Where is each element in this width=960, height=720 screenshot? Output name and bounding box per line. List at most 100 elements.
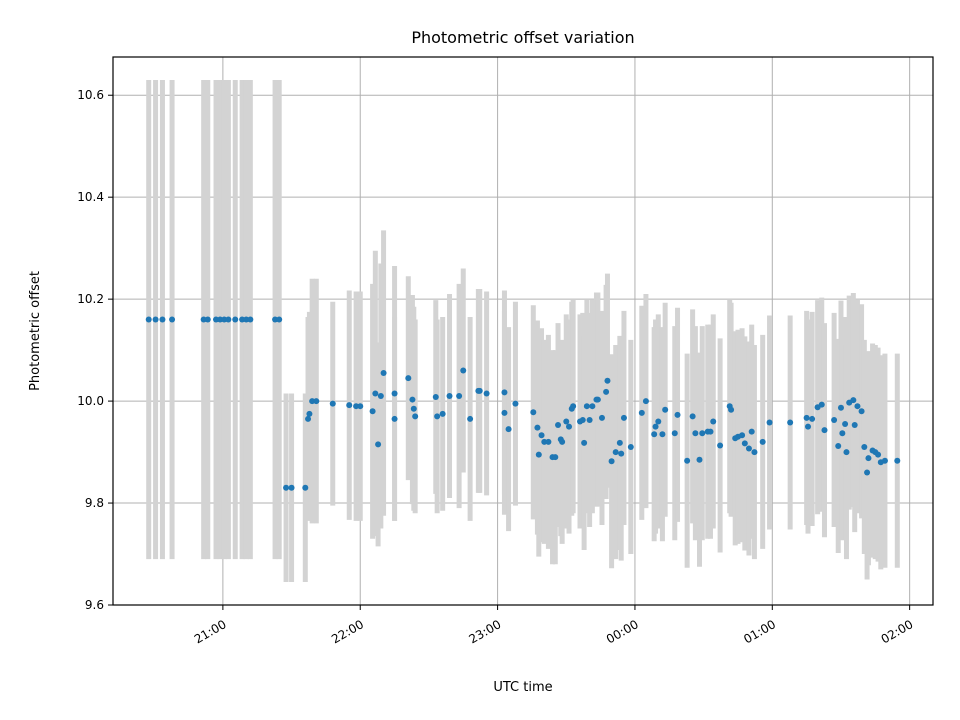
data-point xyxy=(313,398,320,405)
data-point xyxy=(217,316,224,323)
data-point xyxy=(555,422,562,429)
data-point xyxy=(766,419,773,426)
data-point xyxy=(530,409,537,416)
data-point xyxy=(476,387,483,394)
data-point xyxy=(410,405,417,412)
data-point xyxy=(589,403,596,410)
data-point xyxy=(391,390,398,397)
data-point xyxy=(864,469,871,476)
data-point xyxy=(603,388,610,395)
data-point xyxy=(671,430,678,437)
y-tick-label: 10.2 xyxy=(77,292,104,306)
data-point xyxy=(759,438,766,445)
data-point xyxy=(689,413,696,420)
data-point xyxy=(409,396,416,403)
data-point xyxy=(372,390,379,397)
data-point xyxy=(837,404,844,411)
data-point xyxy=(881,457,888,464)
data-point xyxy=(851,422,858,429)
data-point xyxy=(696,456,703,463)
data-point xyxy=(741,440,748,447)
data-point xyxy=(346,402,353,409)
axes-frame xyxy=(112,56,934,606)
data-point xyxy=(717,442,724,449)
data-point xyxy=(501,389,508,396)
data-point xyxy=(818,401,825,408)
data-point xyxy=(707,428,714,435)
data-point xyxy=(309,398,316,405)
data-point xyxy=(875,451,882,458)
data-point xyxy=(616,439,623,446)
data-point xyxy=(655,418,662,425)
data-point xyxy=(748,428,755,435)
data-point xyxy=(559,438,566,445)
data-point xyxy=(545,438,552,445)
data-point xyxy=(501,409,508,416)
data-point xyxy=(787,419,794,426)
y-tick-label: 9.8 xyxy=(85,496,104,510)
data-point xyxy=(583,403,590,410)
data-point xyxy=(305,415,312,422)
data-point xyxy=(232,316,239,323)
data-point xyxy=(272,316,279,323)
data-point xyxy=(221,316,228,323)
data-point xyxy=(809,415,816,422)
data-point xyxy=(152,316,159,323)
data-point xyxy=(377,392,384,399)
data-point xyxy=(586,416,593,423)
data-point xyxy=(412,413,419,420)
data-point xyxy=(239,316,246,323)
data-point xyxy=(608,458,615,465)
data-point xyxy=(854,403,861,410)
data-point xyxy=(552,454,559,461)
data-point xyxy=(169,316,176,323)
x-axis-label: UTC time xyxy=(493,680,552,695)
data-point xyxy=(432,394,439,401)
data-point xyxy=(570,403,577,410)
data-point xyxy=(439,410,446,417)
data-point xyxy=(247,316,254,323)
data-point xyxy=(375,441,382,448)
data-point xyxy=(684,457,691,464)
data-point xyxy=(512,400,519,407)
y-axis-ticks: 9.6 9.8 10.0 10.2 10.4 10.6 xyxy=(77,88,113,612)
data-point xyxy=(620,414,627,421)
data-point xyxy=(612,449,619,456)
data-point xyxy=(288,484,295,491)
data-point xyxy=(302,484,309,491)
data-point xyxy=(538,432,545,439)
data-point xyxy=(225,316,232,323)
data-point xyxy=(803,414,810,421)
data-point xyxy=(692,430,699,437)
data-point xyxy=(861,443,868,450)
data-point xyxy=(243,316,250,323)
data-point xyxy=(353,403,360,410)
data-point xyxy=(306,410,313,417)
data-point xyxy=(213,316,220,323)
data-point xyxy=(534,424,541,431)
data-point xyxy=(627,443,634,450)
data-point xyxy=(699,430,706,437)
data-point xyxy=(831,416,838,423)
data-point xyxy=(456,392,463,399)
data-point xyxy=(850,397,857,404)
data-point xyxy=(651,431,658,438)
data-point xyxy=(566,423,573,430)
data-point xyxy=(329,400,336,407)
y-tick-label: 10.6 xyxy=(77,88,104,102)
data-point xyxy=(745,445,752,452)
data-point xyxy=(535,451,542,458)
data-point xyxy=(460,367,467,374)
data-point xyxy=(642,398,649,405)
data-point xyxy=(739,432,746,439)
data-point xyxy=(835,442,842,449)
data-point xyxy=(434,413,441,420)
data-point xyxy=(200,316,207,323)
data-point xyxy=(839,430,846,437)
data-point xyxy=(159,316,166,323)
data-point xyxy=(865,455,872,462)
data-point xyxy=(391,415,398,422)
data-point xyxy=(659,431,666,438)
data-point xyxy=(405,375,412,382)
